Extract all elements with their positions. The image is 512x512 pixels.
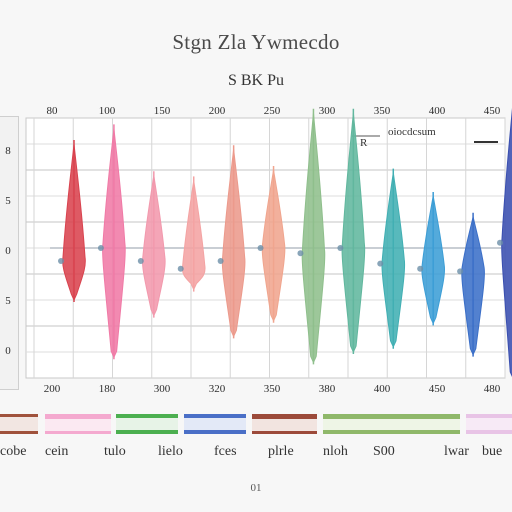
violin-point-6: [297, 250, 304, 257]
top-tick-label: 450: [484, 105, 501, 117]
footer-label: 01: [250, 482, 262, 494]
legend-item-0: cobe: [0, 414, 38, 459]
legend-item-3: lielo: [158, 414, 246, 459]
top-tick-label: 250: [264, 105, 281, 117]
legend-label-1: cein: [45, 444, 69, 459]
bottom-tick-label: 350: [264, 383, 281, 395]
violin-11: [501, 107, 512, 378]
legend-swatch-2: [116, 414, 178, 434]
bottom-tick-label: 400: [374, 383, 391, 395]
top-tick-label: 300: [319, 105, 336, 117]
top-tick-label: 400: [429, 105, 446, 117]
violin-point-8: [377, 260, 384, 267]
legend-swatch-5: [323, 414, 460, 434]
violin-point-10: [457, 268, 464, 275]
legend-label-6: nloh: [323, 444, 348, 459]
y-tick-label: 0: [5, 245, 11, 257]
violin-point-3: [177, 265, 184, 272]
bottom-tick-label: 450: [429, 383, 446, 395]
legend-label-0: cobe: [0, 444, 27, 459]
violin-point-2: [137, 258, 144, 264]
legend-label-9: bue: [482, 444, 503, 459]
top-tick-label: 150: [154, 105, 171, 117]
legend-item-4: fces: [214, 414, 317, 459]
violin-point-5: [257, 245, 264, 251]
top-tick-label: 200: [209, 105, 226, 117]
violin-point-1: [97, 245, 104, 251]
legend-swatch-8: [466, 414, 512, 434]
bottom-tick-label: 480: [484, 383, 501, 395]
legend-swatch-1: [45, 414, 111, 434]
legend-label-4: fces: [214, 444, 237, 459]
legend-label-5: plrle: [268, 444, 294, 459]
legend: cobe cein tulo lielo fces plrle nloh S00…: [0, 414, 512, 474]
violin-point-7: [337, 245, 344, 251]
legend-item-8: lwar: [444, 414, 512, 459]
legend-label-3: lielo: [158, 444, 183, 459]
annotation-marker: R: [360, 137, 368, 149]
violin-point-0: [58, 258, 64, 264]
bottom-tick-label: 320: [209, 383, 226, 395]
legend-swatch-3: [184, 414, 246, 434]
legend-item-5: plrle: [268, 414, 460, 459]
y-tick-label: 5: [5, 295, 11, 307]
bottom-tick-label: 180: [99, 383, 116, 395]
top-tick-label: 100: [99, 105, 116, 117]
y-tick-label: 8: [5, 145, 11, 157]
legend-item-2: tulo: [104, 414, 178, 459]
legend-label-2: tulo: [104, 444, 126, 459]
violin-point-4: [217, 258, 224, 264]
chart-subtitle: S BK Pu: [227, 72, 285, 89]
legend-label-8: lwar: [444, 444, 469, 459]
violin-point-9: [417, 265, 424, 272]
legend-swatch-4: [252, 414, 317, 434]
top-tick-label: 350: [374, 105, 391, 117]
violin-point-11: [497, 239, 503, 246]
chart-title: Stgn Zla Ywmecdo: [172, 30, 340, 54]
legend-label-7: S00: [373, 444, 395, 459]
bottom-tick-label: 300: [154, 383, 171, 395]
y-tick-label: 0: [5, 345, 11, 357]
legend-swatch-0: [0, 414, 38, 434]
legend-item-1: cein: [45, 414, 111, 459]
bottom-tick-label: 380: [319, 383, 336, 395]
y-tick-label: 5: [5, 195, 11, 207]
side-ruler: [0, 116, 19, 390]
bottom-tick-label: 200: [44, 383, 61, 395]
top-tick-label: 80: [47, 105, 59, 117]
annotation-text: oiocdcsum: [388, 126, 436, 138]
